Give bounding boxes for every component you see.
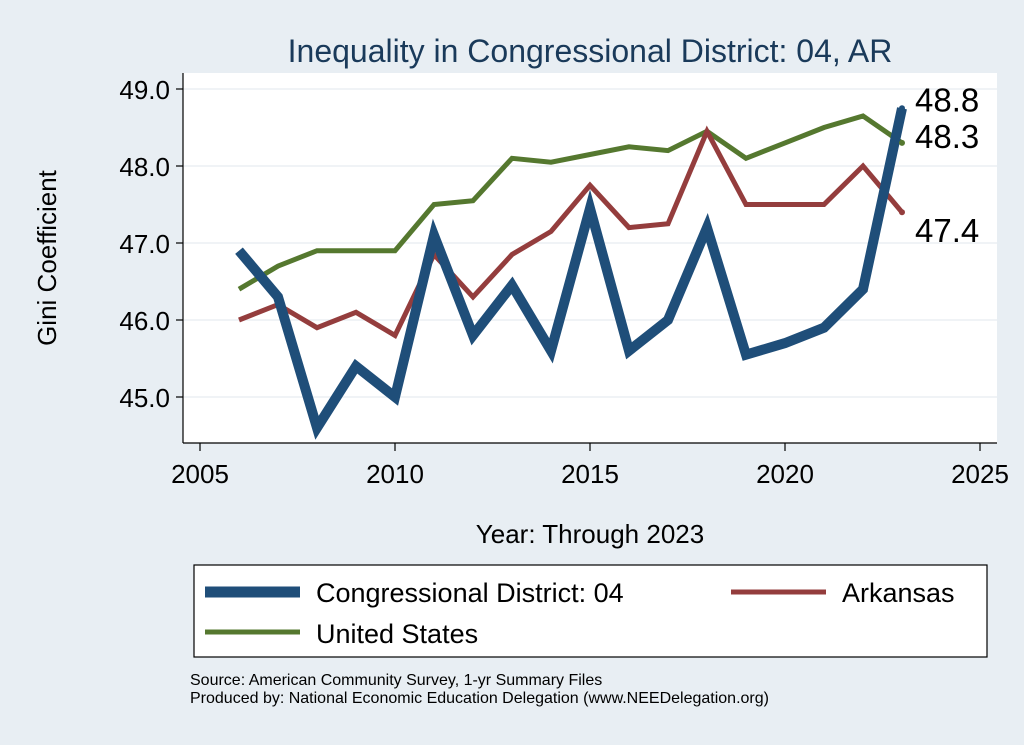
chart-title: Inequality in Congressional District: 04… [288,33,893,69]
y-tick-label: 45.0 [119,383,170,413]
plot-area [183,73,997,443]
series-lines [235,107,907,440]
y-axis-ticks: 45.0 46.0 47.0 48.0 49.0 [119,75,183,413]
y-tick-label: 47.0 [119,229,170,259]
y-axis-label: Gini Coefficient [32,169,62,346]
end-marker-united-states [899,139,905,146]
legend-label-united-states: United States [316,619,478,649]
x-tick-label: 2025 [951,459,1009,489]
series-line-arkansas [238,125,904,339]
x-tick-label: 2015 [561,459,619,489]
y-tick-label: 46.0 [119,306,170,336]
series-line-district [235,107,907,440]
legend-label-arkansas: Arkansas [842,578,955,608]
x-tick-label: 2005 [171,459,229,489]
footer: Source: American Community Survey, 1-yr … [190,672,769,708]
y-tick-label: 48.0 [119,152,170,182]
end-label-arkansas: 47.4 [915,212,979,249]
footer-source: Source: American Community Survey, 1-yr … [190,672,603,689]
x-axis-label: Year: Through 2023 [476,519,704,549]
end-labels: 48.8 47.4 48.3 [899,81,979,249]
x-axis-ticks: 2005 2010 2015 2020 2025 [171,443,1009,489]
end-marker-arkansas [899,209,905,216]
footer-produced: Produced by: National Economic Education… [190,690,769,707]
y-tick-label: 49.0 [119,75,170,105]
legend-box [193,564,988,658]
end-label-district: 48.8 [915,81,979,118]
legend-label-district: Congressional District: 04 [316,578,624,608]
end-label-united-states: 48.3 [915,118,979,155]
x-tick-label: 2020 [756,459,814,489]
x-tick-label: 2010 [366,459,424,489]
end-marker-district [899,105,905,112]
series-line-united-states [237,113,904,292]
